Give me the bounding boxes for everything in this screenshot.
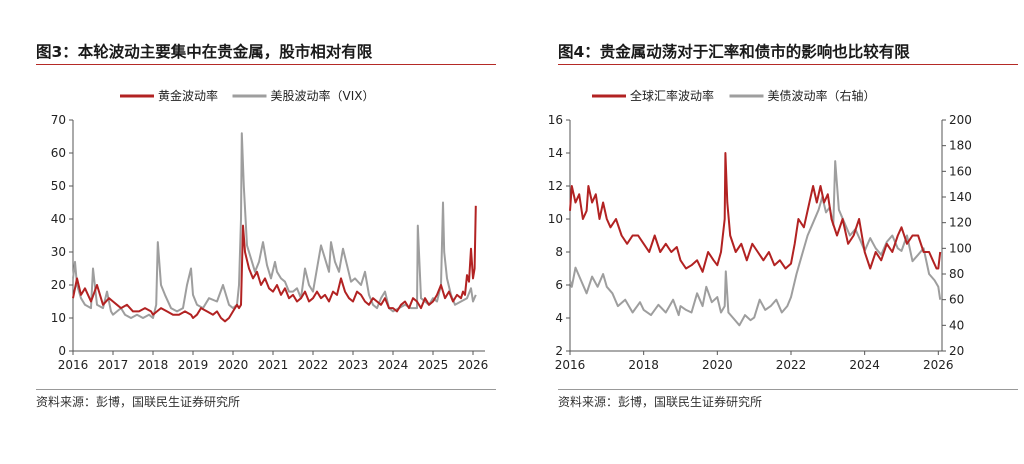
x-tick-label: 2016 [555, 358, 586, 372]
y-tick-label: 60 [51, 146, 66, 160]
y-right-tick-label: 160 [949, 164, 972, 178]
figure-3-title: 图3：本轮波动主要集中在贵金属，股市相对有限 [36, 43, 373, 61]
y-tick-label: 50 [51, 179, 66, 193]
y-right-tick-label: 60 [949, 293, 964, 307]
x-tick-label: 2021 [258, 358, 289, 372]
x-tick-label: 2025 [418, 358, 449, 372]
figure-3-source-rule [36, 389, 496, 390]
figure-4-title-rule [558, 64, 1018, 65]
y-tick-label: 4 [555, 311, 563, 325]
figure-4-panel: 图4：贵金属动荡对于汇率和债市的影响也比较有限 2 4 6 8 10 12 14 16 20 40… [522, 0, 1022, 464]
figure-3-title-rule [36, 64, 496, 65]
x-tick-label: 2022 [776, 358, 807, 372]
y-right-tick-label: 140 [949, 190, 972, 204]
y-tick-label: 2 [555, 344, 563, 358]
x-tick-label: 2022 [298, 358, 329, 372]
y-tick-label: 16 [548, 113, 563, 127]
figure-3-panel: 图3：本轮波动主要集中在贵金属，股市相对有限 0 10 20 30 40 50 60 70 20… [0, 0, 500, 464]
series-line-0 [569, 152, 942, 273]
y-right-tick-label: 200 [949, 113, 972, 127]
x-tick-label: 2024 [378, 358, 409, 372]
figure-4-title: 图4：贵金属动荡对于汇率和债市的影响也比较有限 [558, 43, 910, 61]
x-tick-label: 2020 [218, 358, 249, 372]
figure-4-source-rule [558, 389, 1018, 390]
legend-label-0: 全球汇率波动率 [630, 88, 714, 103]
x-tick-label: 2020 [702, 358, 733, 372]
x-tick-label: 2024 [849, 358, 880, 372]
x-tick-label: 2016 [58, 358, 89, 372]
figure-3-chart: 0 10 20 30 40 50 60 70 2016 2017 2018 2019 2020 2021 2… [51, 88, 489, 372]
y-tick-label: 70 [51, 113, 66, 127]
x-tick-label: 2019 [178, 358, 209, 372]
y-tick-label: 10 [548, 212, 563, 226]
series-line-1 [72, 132, 477, 319]
x-tick-label: 2023 [338, 358, 369, 372]
y-right-tick-label: 100 [949, 241, 972, 255]
y-tick-label: 12 [548, 179, 563, 193]
legend-label-1: 美股波动率（VIX） [271, 88, 375, 103]
legend-label-0: 黄金波动率 [158, 88, 218, 103]
y-right-tick-label: 120 [949, 216, 972, 230]
x-tick-label: 2018 [138, 358, 169, 372]
y-tick-label: 8 [555, 245, 563, 259]
series-line-1 [569, 160, 942, 327]
y-tick-label: 14 [548, 146, 563, 160]
y-right-tick-label: 80 [949, 267, 964, 281]
figure-3-source: 资料来源：彭博，国联民生证券研究所 [36, 395, 241, 409]
y-tick-label: 6 [555, 278, 563, 292]
y-tick-label: 0 [58, 344, 66, 358]
series-line-0 [72, 205, 477, 323]
x-tick-label: 2018 [628, 358, 659, 372]
y-tick-label: 20 [51, 278, 66, 292]
figure-4-source: 资料来源：彭博，国联民生证券研究所 [558, 395, 763, 409]
y-right-tick-label: 20 [949, 344, 964, 358]
x-tick-label: 2026 [923, 358, 954, 372]
figure-4-chart: 2 4 6 8 10 12 14 16 20 40 60 80 100 120 140 160 180 200 20… [548, 88, 972, 372]
y-tick-label: 10 [51, 311, 66, 325]
x-tick-label: 2026 [458, 358, 489, 372]
y-tick-label: 30 [51, 245, 66, 259]
y-tick-label: 40 [51, 212, 66, 226]
y-right-tick-label: 40 [949, 318, 964, 332]
y-right-tick-label: 180 [949, 139, 972, 153]
legend-label-1: 美债波动率（右轴） [768, 88, 876, 103]
x-tick-label: 2017 [98, 358, 129, 372]
